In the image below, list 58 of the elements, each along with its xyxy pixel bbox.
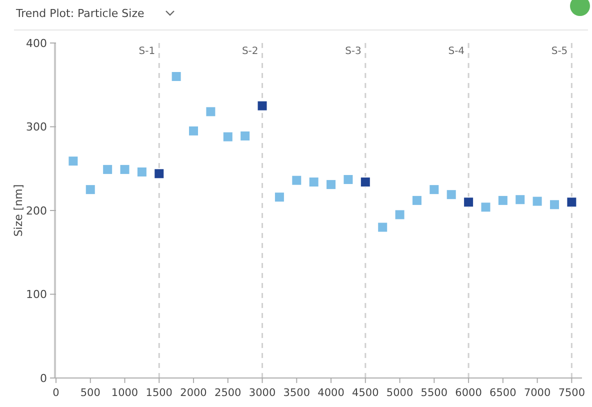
x-tick-label: 2500 <box>214 387 242 399</box>
point <box>256 100 268 112</box>
point <box>102 164 114 175</box>
x-tick-label: 4000 <box>318 387 344 399</box>
point <box>377 222 388 233</box>
point <box>291 174 302 186</box>
x-tick-label: 5500 <box>420 387 448 399</box>
point <box>360 176 371 188</box>
point <box>497 194 508 206</box>
x-tick-label: 6500 <box>490 387 516 399</box>
x-tick-label: 2000 <box>180 387 207 399</box>
ref-line-label: S-3 <box>345 46 362 57</box>
x-tick-label: 3500 <box>283 387 310 399</box>
point <box>480 202 492 213</box>
x-tick-label: 7000 <box>524 387 551 399</box>
point <box>308 176 320 188</box>
point <box>428 184 440 196</box>
point <box>514 194 526 206</box>
y-tick-label: 400 <box>26 36 47 50</box>
ref-line-label: S-1 <box>138 46 156 57</box>
x-tick-label: 6000 <box>455 387 482 399</box>
point <box>532 196 543 207</box>
point <box>274 192 285 203</box>
point <box>326 179 337 190</box>
point <box>411 194 422 206</box>
point <box>222 131 234 142</box>
y-axis-title: Size [nm] <box>12 184 25 237</box>
point <box>446 189 457 200</box>
point <box>463 196 474 208</box>
y-tick-label: 100 <box>26 288 47 302</box>
y-tick-label: 300 <box>26 120 47 134</box>
x-tick-label: 5000 <box>386 387 414 399</box>
x-tick-label: 0 <box>52 387 60 399</box>
ref-line-label: S-2 <box>242 46 258 57</box>
point <box>154 168 165 180</box>
x-tick-label: 1000 <box>111 387 138 399</box>
chart-title: Trend Plot: Particle Size <box>15 7 144 20</box>
point <box>240 130 251 142</box>
point <box>188 125 200 136</box>
point <box>170 71 182 82</box>
x-tick-label: 1500 <box>146 387 173 399</box>
x-tick-label: 7500 <box>558 387 586 399</box>
point <box>84 184 96 196</box>
point <box>119 164 130 175</box>
point <box>394 209 406 220</box>
y-tick-label: 0 <box>40 372 47 385</box>
x-tick-label: 500 <box>80 387 100 399</box>
ref-line-label: S-5 <box>551 46 568 57</box>
y-tick-label: 200 <box>26 204 47 218</box>
point <box>205 106 216 118</box>
point <box>566 196 578 208</box>
point <box>548 199 560 210</box>
x-tick-label: 3000 <box>248 387 276 399</box>
ref-line-label: S-4 <box>448 46 465 57</box>
point <box>136 166 148 178</box>
x-tick-label: 4500 <box>352 387 379 399</box>
point <box>68 156 79 167</box>
point <box>342 174 354 186</box>
